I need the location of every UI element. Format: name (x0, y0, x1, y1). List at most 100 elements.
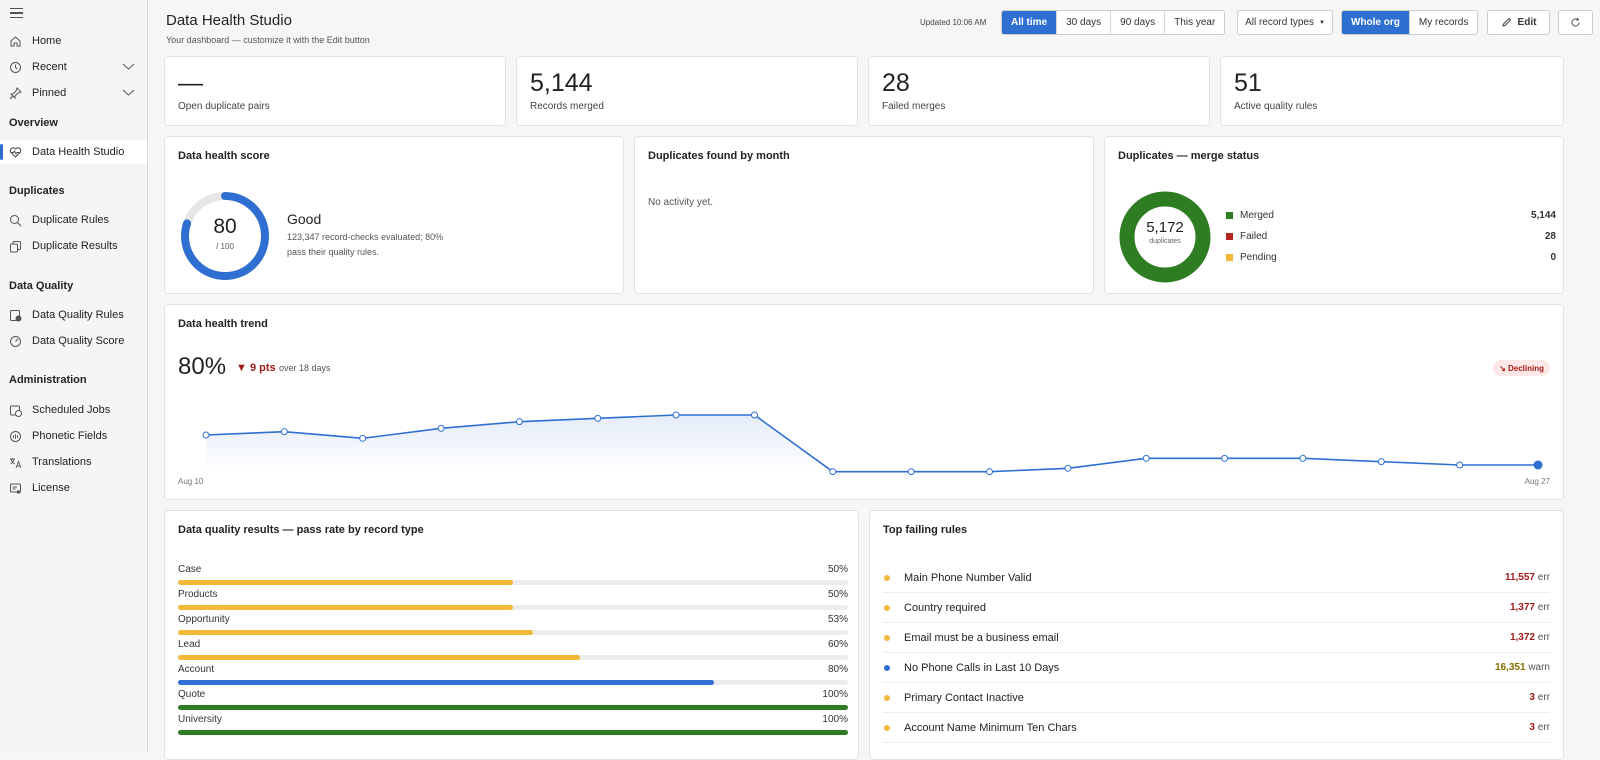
severity-dot (884, 694, 890, 701)
sidebar-item-label: Scheduled Jobs (32, 404, 111, 416)
card-title: Data quality results — pass rate by reco… (178, 524, 424, 536)
card-title: Top failing rules (883, 524, 968, 536)
severity-dot (884, 634, 890, 641)
heart-pulse-icon (9, 146, 22, 159)
severity-dot (884, 604, 890, 611)
pass-rate-fill (178, 655, 580, 660)
section-data-quality: Data Quality (9, 280, 74, 292)
scope-whole-org[interactable]: Whole org (1342, 11, 1410, 34)
range-90-days[interactable]: 90 days (1111, 11, 1166, 34)
sidebar-item-duplicate-results[interactable]: Duplicate Results (0, 234, 147, 258)
quality-row: Case 50% (178, 564, 848, 585)
trend-line (205, 414, 1538, 473)
kpi-failed-merges: 28 Failed merges (868, 56, 1210, 126)
range-all-time[interactable]: All time (1002, 11, 1058, 34)
page-title: Data Health Studio (166, 12, 292, 29)
range-30-days[interactable]: 30 days (1057, 11, 1112, 34)
refresh-icon (1570, 17, 1581, 28)
trend-point[interactable] (202, 431, 210, 439)
legend-pending: Pending 0 (1226, 250, 1556, 264)
sidebar-item-data-health-studio[interactable]: Data Health Studio (0, 140, 147, 164)
score-description-line2: pass their quality rules. (287, 247, 380, 257)
refresh-button[interactable] (1558, 10, 1593, 35)
merge-status-card: Duplicates — merge status 5,172 duplicat… (1104, 136, 1564, 294)
chevron-down-icon[interactable] (122, 60, 135, 76)
score-description-line1: 123,347 record-checks evaluated; 80% (287, 232, 444, 242)
sidebar-item-phonetic-fields[interactable]: Phonetic Fields (0, 424, 147, 448)
trend-point[interactable] (515, 418, 523, 426)
trend-point[interactable] (1221, 454, 1229, 462)
failing-rule-row[interactable]: No Phone Calls in Last 10 Days 16,351 war… (883, 653, 1550, 683)
legend-value: 5,144 (1530, 209, 1556, 221)
trend-point[interactable] (1533, 460, 1543, 470)
trend-point[interactable] (1377, 458, 1385, 466)
trend-point[interactable] (750, 411, 758, 419)
failing-rule-row[interactable]: Account Name Minimum Ten Chars 3 err (883, 713, 1550, 743)
section-duplicates: Duplicates (9, 185, 65, 197)
trend-point[interactable] (829, 468, 837, 476)
trend-point[interactable] (359, 434, 367, 442)
duplicates-by-month-card: Duplicates found by month No activity ye… (634, 136, 1094, 294)
kpi-value: 51 (1234, 69, 1262, 97)
quality-row: Lead 60% (178, 639, 848, 660)
card-title: Data health score (178, 150, 270, 162)
trend-point[interactable] (986, 468, 994, 476)
trend-point[interactable] (1142, 454, 1150, 462)
rule-count: 3 err (1529, 692, 1550, 703)
clock-icon (9, 61, 22, 74)
sidebar-item-pinned[interactable]: Pinned (0, 81, 147, 105)
failing-rule-row[interactable]: Country required 1,377 err (883, 593, 1550, 623)
sidebar-item-data-quality-score[interactable]: Data Quality Score (0, 329, 147, 353)
sidebar-item-label: Data Quality Score (32, 335, 125, 347)
trend-point[interactable] (280, 428, 288, 436)
sidebar-item-license[interactable]: License (0, 476, 147, 500)
donut-total-label: duplicates (1149, 238, 1181, 245)
sidebar-item-scheduled-jobs[interactable]: Scheduled Jobs (0, 398, 147, 422)
trend-point[interactable] (1064, 464, 1072, 472)
legend-merged: Merged 5,144 (1226, 208, 1556, 222)
trend-point[interactable] (1299, 454, 1307, 462)
health-score-card: Data health score 80 / 100 Good 123,347 … (164, 136, 624, 294)
trend-point[interactable] (907, 468, 915, 476)
record-type-select[interactable]: All record types ▼ (1237, 10, 1333, 35)
legend-swatch (1226, 253, 1233, 261)
failing-rule-row[interactable]: Email must be a business email 1,372 err (883, 623, 1550, 653)
legend-failed: Failed 28 (1226, 229, 1556, 243)
trend-area (206, 415, 1538, 472)
kpi-active-quality-rules: 51 Active quality rules (1220, 56, 1564, 126)
sidebar-item-translations[interactable]: Translations (0, 450, 147, 474)
sidebar-item-label: License (32, 482, 70, 494)
failing-rules-card: Top failing rules Main Phone Number Vali… (869, 510, 1564, 760)
failing-rule-row[interactable]: Primary Contact Inactive 3 err (883, 683, 1550, 713)
record-type-label: University (178, 714, 222, 725)
trend-point[interactable] (672, 411, 680, 419)
sidebar-item-duplicate-rules[interactable]: Duplicate Rules (0, 208, 147, 232)
edit-label: Edit (1517, 17, 1537, 28)
sidebar-item-data-quality-rules[interactable]: Data Quality Rules (0, 303, 147, 327)
quality-row: Quote 100% (178, 689, 848, 710)
x-axis-end-label: Aug 27 (1524, 477, 1550, 486)
score-value: 80 (213, 215, 237, 238)
trend-point[interactable] (594, 414, 602, 422)
main-content: Data Health Studio Your dashboard — cust… (149, 0, 1600, 760)
sidebar-item-label: Duplicate Rules (32, 214, 110, 226)
pass-rate-value: 53% (827, 614, 848, 625)
chevron-down-icon[interactable] (122, 86, 135, 102)
failing-rule-row[interactable]: Main Phone Number Valid 11,557 err (883, 563, 1550, 593)
calendar-clock-icon (9, 404, 22, 417)
record-type-label: Account (178, 664, 215, 675)
scope-my-records[interactable]: My records (1418, 17, 1469, 28)
edit-button[interactable]: Edit (1487, 10, 1550, 35)
kpi-label: Records merged (530, 101, 604, 112)
pass-rate-track (178, 605, 848, 610)
sidebar-item-recent[interactable]: Recent (0, 55, 147, 79)
pass-rate-track (178, 705, 848, 710)
pass-rate-fill (178, 580, 513, 585)
menu-icon[interactable] (10, 6, 24, 20)
sidebar-item-home[interactable]: Home (0, 29, 147, 53)
legend-value: 28 (1544, 230, 1556, 242)
range-this-year[interactable]: This year (1174, 17, 1216, 28)
trend-point[interactable] (1456, 461, 1464, 469)
trend-point[interactable] (437, 424, 445, 432)
merge-donut (1119, 191, 1211, 283)
